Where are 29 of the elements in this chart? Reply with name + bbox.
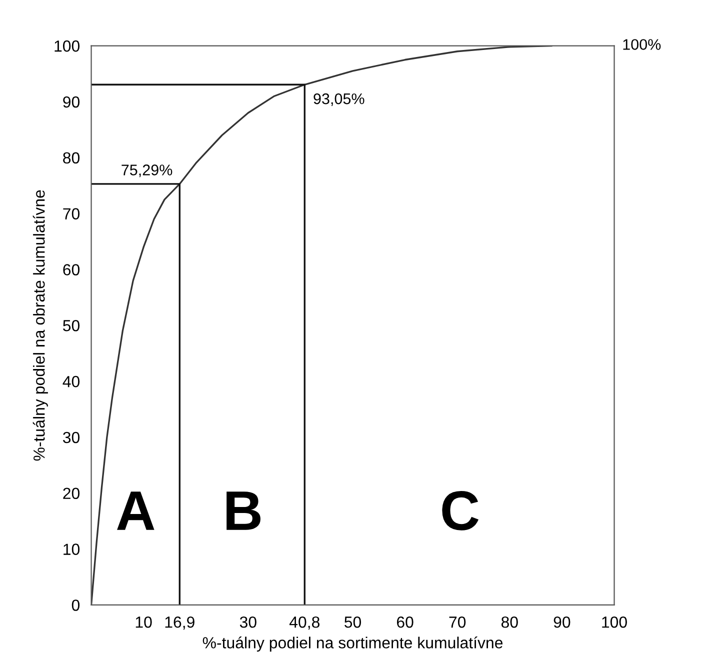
x-tick-label: 40,8 xyxy=(289,616,320,630)
x-tick-label: 80 xyxy=(501,616,518,628)
x-tick-label: 50 xyxy=(344,616,362,628)
y-tick-label: 30 xyxy=(62,432,80,444)
annotation: 93,05% xyxy=(314,93,364,106)
annotation: A xyxy=(117,492,154,530)
x-tick-label: 10 xyxy=(136,616,152,628)
y-tick-label: 80 xyxy=(63,152,80,164)
y-tick-label: 0 xyxy=(72,600,80,611)
y-tick-label: 20 xyxy=(63,488,80,500)
annotation: 75,29% xyxy=(122,164,172,178)
y-tick-label: 10 xyxy=(64,544,80,555)
x-tick-label: 70 xyxy=(449,616,466,628)
y-tick-label: 60 xyxy=(63,264,80,276)
x-tick-label: 90 xyxy=(554,616,570,628)
annotation: B xyxy=(226,492,260,530)
text: 100% xyxy=(623,39,661,50)
y-axis-title: %-tuálny podiel na obrate kumulatívne xyxy=(32,190,48,461)
x-tick-label: 30 xyxy=(240,616,256,628)
x-tick-label: 100 xyxy=(602,616,627,628)
y-tick-label: 100 xyxy=(54,40,80,52)
y-tick-label: 50 xyxy=(63,320,80,332)
x-tick-label: 16,9 xyxy=(165,616,194,630)
y-tick-label: 70 xyxy=(63,208,80,220)
x-tick-label: 60 xyxy=(396,616,414,628)
x-axis-title: %-tuálny podiel na sortimente kumulatívne xyxy=(202,636,503,652)
y-tick-label: 90 xyxy=(63,96,80,108)
y-tick-label: 40 xyxy=(62,376,80,388)
annotation: C xyxy=(442,491,479,530)
